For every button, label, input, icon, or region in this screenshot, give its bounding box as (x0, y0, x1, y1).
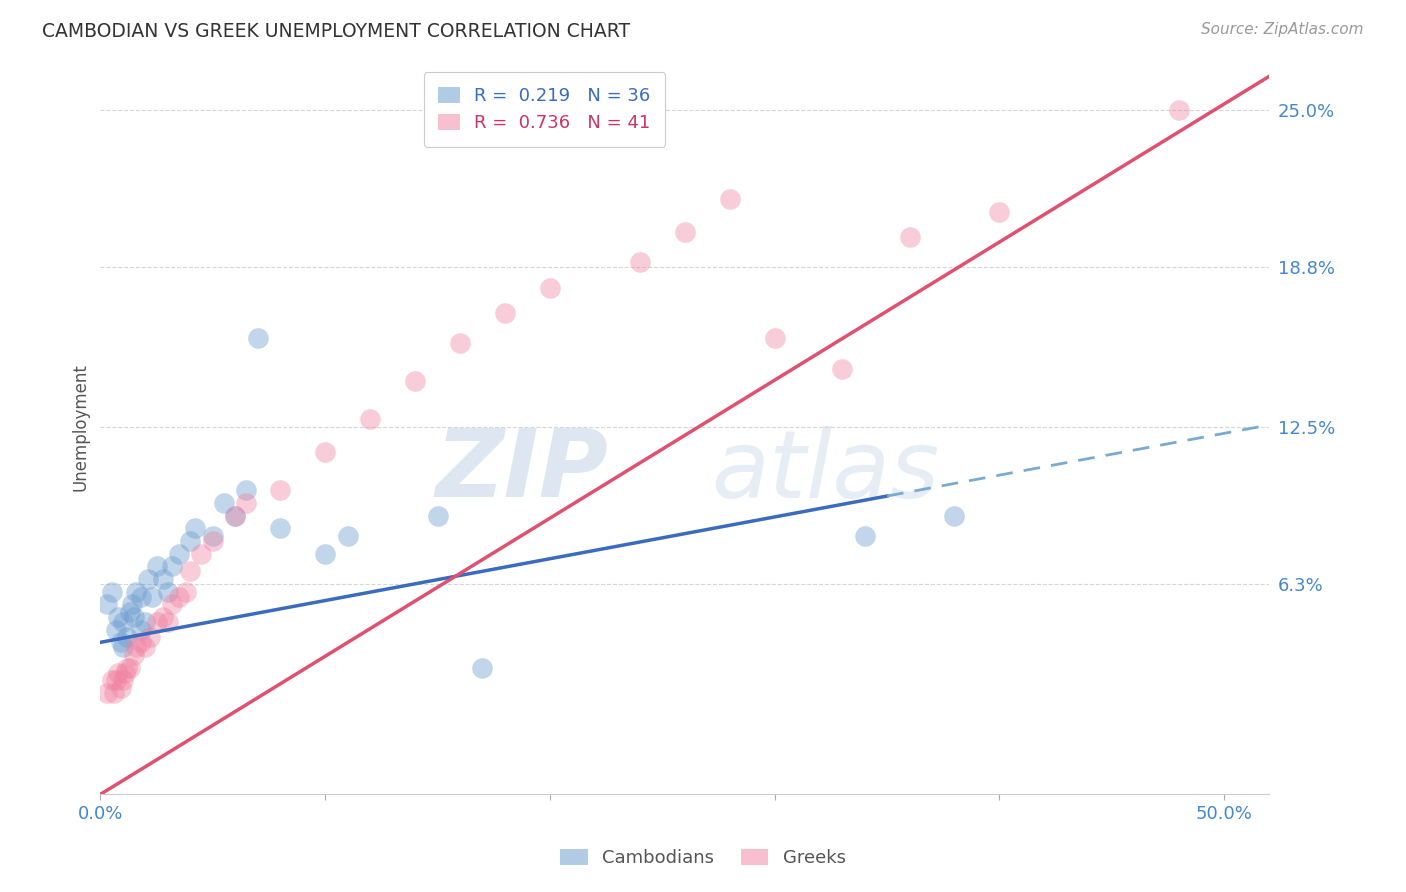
Text: CAMBODIAN VS GREEK UNEMPLOYMENT CORRELATION CHART: CAMBODIAN VS GREEK UNEMPLOYMENT CORRELAT… (42, 22, 630, 41)
Point (943, 508, 966, 523)
Point (718, 192, 741, 206)
Point (110, 681, 132, 695)
Point (471, 661, 494, 675)
Point (107, 610, 129, 624)
Point (103, 686, 125, 700)
Point (162, 598, 184, 612)
Point (224, 508, 246, 523)
Point (314, 445, 336, 459)
Point (152, 572, 174, 586)
Point (111, 673, 134, 688)
Point (129, 623, 152, 637)
Point (167, 590, 190, 604)
Point (107, 665, 129, 680)
Point (156, 615, 179, 629)
Point (145, 559, 167, 574)
Point (201, 529, 224, 543)
Text: atlas: atlas (711, 425, 939, 516)
Point (190, 547, 212, 561)
Point (179, 534, 201, 549)
Point (359, 412, 381, 426)
Point (114, 665, 136, 680)
Text: Source: ZipAtlas.com: Source: ZipAtlas.com (1201, 22, 1364, 37)
Point (122, 648, 145, 662)
Point (100, 673, 122, 688)
Point (110, 635, 132, 649)
Point (117, 661, 139, 675)
Point (235, 483, 257, 498)
Point (1168, 103, 1191, 118)
Point (111, 640, 134, 655)
Point (100, 584, 122, 599)
Point (105, 623, 128, 637)
Point (336, 529, 359, 543)
Point (105, 673, 128, 688)
Point (96, 598, 118, 612)
Point (118, 661, 141, 675)
Point (184, 521, 207, 535)
Point (125, 584, 148, 599)
Point (121, 598, 143, 612)
Point (853, 529, 876, 543)
Point (117, 630, 139, 644)
Point (404, 375, 426, 389)
Point (538, 280, 561, 294)
Point (129, 635, 152, 649)
Point (134, 640, 156, 655)
Point (212, 496, 235, 510)
Text: ZIP: ZIP (436, 425, 609, 517)
Point (494, 306, 516, 320)
Point (201, 534, 224, 549)
Point (224, 508, 246, 523)
Point (96, 686, 118, 700)
Legend: R =  0.219   N = 36, R =  0.736   N = 41: R = 0.219 N = 36, R = 0.736 N = 41 (423, 72, 665, 147)
Point (134, 615, 156, 629)
Point (136, 572, 159, 586)
Point (145, 615, 167, 629)
Point (269, 521, 291, 535)
Point (628, 255, 651, 269)
Point (174, 584, 197, 599)
Point (831, 361, 853, 376)
Y-axis label: Unemployment: Unemployment (72, 363, 89, 491)
Point (162, 559, 184, 574)
Point (141, 590, 163, 604)
Point (156, 584, 179, 599)
Legend: Cambodians, Greeks: Cambodians, Greeks (553, 841, 853, 874)
Point (152, 610, 174, 624)
Point (167, 547, 190, 561)
Point (898, 230, 921, 244)
Point (246, 331, 269, 345)
Point (139, 630, 162, 644)
Point (235, 496, 257, 510)
Point (125, 640, 148, 655)
Point (179, 565, 201, 579)
Point (988, 204, 1011, 219)
Point (111, 615, 134, 629)
Point (269, 483, 291, 498)
Point (129, 590, 152, 604)
Point (449, 336, 471, 351)
Point (314, 547, 336, 561)
Point (426, 508, 449, 523)
Point (118, 605, 141, 619)
Point (673, 225, 696, 239)
Point (122, 610, 145, 624)
Point (763, 331, 786, 345)
